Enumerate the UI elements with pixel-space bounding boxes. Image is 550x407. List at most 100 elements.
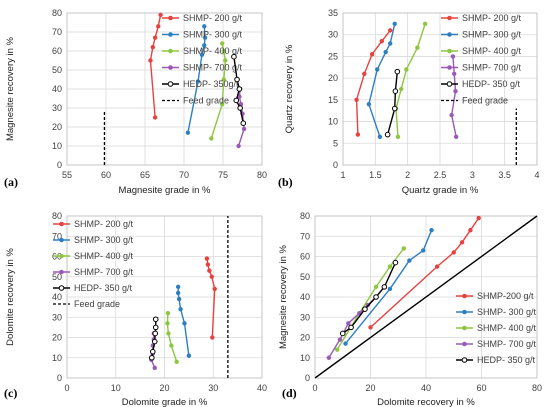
data-point [150,348,156,355]
data-point [152,316,159,323]
data-point [205,262,211,267]
x-tick-label: 30 [208,383,218,393]
plot-area [314,215,538,379]
data-point [202,35,208,40]
legend-entry: SHMP- 700 g/t [162,63,243,73]
chart-panel-4: 0 10 20 30 40 50 60 70 80 0 20 40 60 80 Dolomite recov… [278,211,542,407]
data-point [199,52,205,57]
x-tick-label: 4 [534,170,539,180]
series-line [149,14,162,118]
data-point [152,35,158,40]
x-tick-label: 2.5 [434,170,447,180]
legend-label: SHMP- 300 g/t [462,30,522,40]
data-point [450,54,456,59]
data-point [366,102,372,107]
legend-label: SHMP-200 g/t [477,291,534,301]
legend-marker [446,81,453,87]
legend-marker [167,81,174,87]
data-point [221,48,226,54]
data-point [395,134,401,139]
x-tick-label: 0 [64,383,69,393]
y-tick-label: 0 [57,160,62,170]
legend-entry: SHMP- 300 g/t [162,30,243,40]
data-point [152,115,158,120]
legend-entry: SHMP- 300 g/t [456,307,537,317]
data-point [158,12,163,18]
y-tick-label: 15 [328,95,338,105]
legend-label: SHMP- 400 g/t [462,46,522,56]
y-tick-label: 70 [52,231,62,241]
panel-label: (b) [278,175,293,189]
x-tick-label: 0 [312,383,317,393]
y-tick-label: 30 [52,312,62,322]
legend-label: HEDP- 350g/t [183,79,239,89]
data-point [429,227,434,233]
data-point [236,143,241,149]
data-point [388,28,393,33]
y-tick-label: 5 [333,138,338,148]
series-line [368,23,396,137]
legend-marker [59,221,64,227]
x-axis-label: Dolomite grade in % [122,397,208,407]
y-tick-label: 50 [52,272,62,282]
legend-entry: SHMP- 700 g/t [441,63,522,73]
y-tick-label: 30 [52,103,62,113]
data-point [387,264,393,269]
data-point [415,45,420,50]
legend-marker [168,32,173,37]
data-point [176,296,182,302]
data-point [165,311,171,316]
data-point [468,227,473,233]
y-tick-label: 60 [52,46,62,56]
legend-label: SHMP- 300 g/t [183,30,243,40]
legend-entry: HEDP- 350g/t [162,79,239,89]
data-point [422,21,428,27]
legend-marker [447,32,452,37]
data-point [152,330,159,337]
x-tick-label: 60 [476,383,486,393]
data-point [392,21,397,27]
data-point [169,343,174,348]
data-point [404,67,409,72]
legend-label: SHMP- 700 g/t [477,339,537,349]
legend-marker [168,65,173,70]
data-point [346,321,351,326]
legend-label: SHMP- 300 g/t [74,235,134,245]
data-point [202,43,207,48]
legend-entry: SHMP- 300 g/t [53,235,134,245]
series-line [386,71,399,135]
data-point [165,321,170,326]
legend-label: HEDP- 350 g/t [462,79,521,89]
legend-marker [59,253,64,259]
legend-label: Feed grade [462,96,508,106]
legend-label: Feed grade [74,299,120,309]
y-tick-label: 35 [328,8,338,18]
legend-entry: Feed grade [162,96,229,106]
legend-label: SHMP- 400 g/t [74,251,134,261]
x-axis-label: Magnesite grade in % [119,185,211,196]
x-tick-label: 40 [257,383,267,393]
y-axis-label: Magnesite recovery in % [278,244,289,349]
data-point [148,58,153,63]
legend-entry: SHMP- 400 g/t [53,251,134,261]
y-tick-label: 40 [300,292,310,302]
data-point [209,274,214,279]
data-point [348,324,354,331]
data-point [204,256,210,261]
plot-area [66,215,263,379]
x-tick-label: 80 [532,383,542,393]
data-point [221,77,226,82]
legend-entry: HEDP- 350 g/t [441,79,521,89]
data-point [210,335,215,340]
data-point [195,79,201,84]
x-tick-label: 75 [218,170,228,180]
legend-label: SHMP- 200 g/t [74,219,134,229]
data-point [185,130,191,135]
data-point [237,105,243,111]
x-axis-label: Dolomite recovery in % [377,397,475,407]
y-tick-label: 70 [52,27,62,37]
legend-entry: SHMP- 200 g/t [441,13,522,23]
data-point [476,215,481,221]
